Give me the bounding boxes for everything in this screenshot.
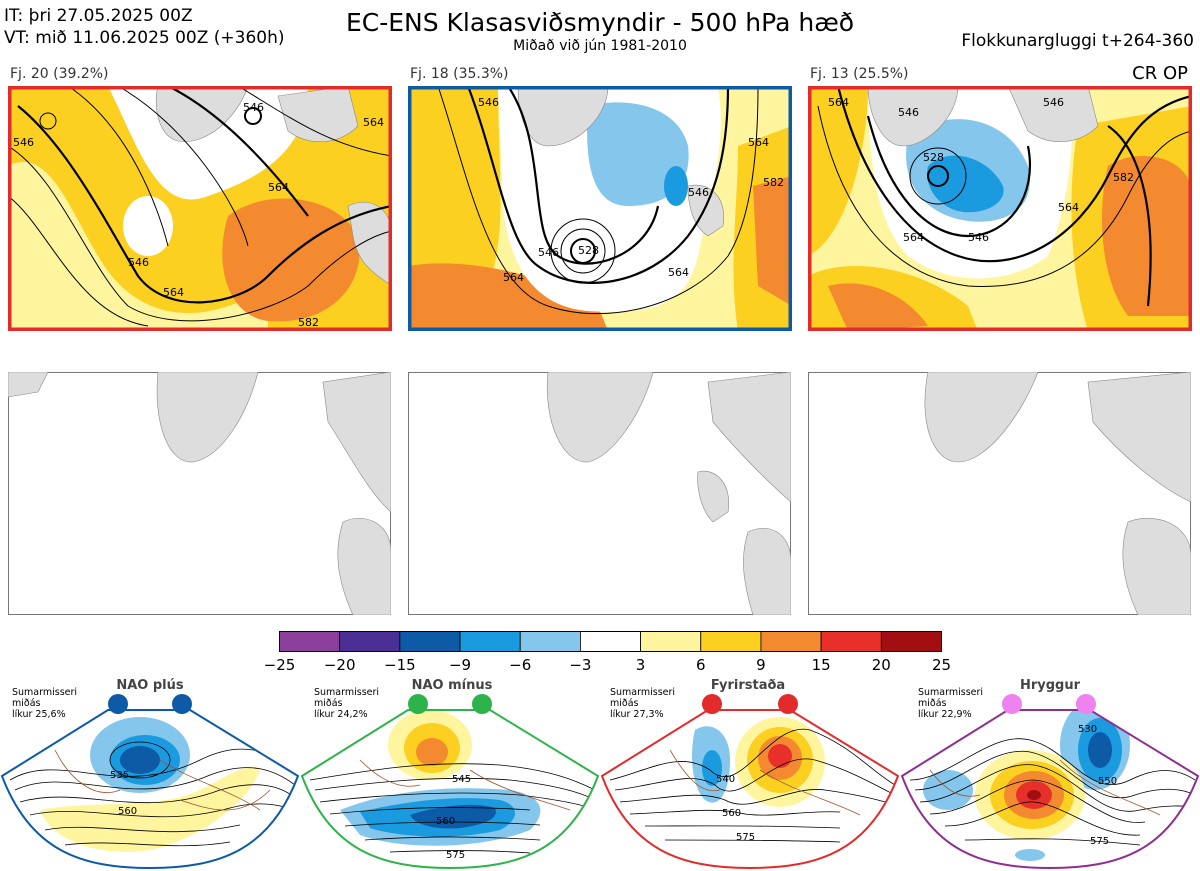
contour-label: 560: [118, 806, 137, 817]
colorbar-cell: [640, 631, 702, 652]
colorbar-cell: [339, 631, 401, 652]
contour-label: 564: [363, 116, 384, 129]
colorbar-tick-label: −25: [263, 656, 296, 674]
colorbar-cell: [700, 631, 762, 652]
colorbar-tick-label: −6: [509, 656, 532, 674]
regime-name-blocking: Fyrirstaða: [710, 678, 786, 693]
contour-label: 582: [298, 316, 319, 329]
contour-label: 545: [452, 774, 471, 785]
contour-label: 582: [1113, 171, 1134, 184]
colorbar-tick-label: −20: [323, 656, 356, 674]
contour-label: 564: [503, 271, 524, 284]
header-dates: IT: þri 27.05.2025 00Z VT: mið 11.06.202…: [4, 5, 285, 49]
colorbar-tick-label: 25: [931, 656, 952, 674]
contour-label: 550: [1098, 776, 1117, 787]
contour-label: 560: [722, 808, 741, 819]
colorbar-tick-label: 20: [871, 656, 891, 674]
regime-note-blocking: Sumarmisseri miðás líkur 27,3%: [610, 687, 676, 720]
contour-label: 546: [688, 186, 709, 199]
contour-label: 546: [128, 256, 149, 269]
contour-label: 540: [716, 774, 735, 785]
regime-name-nao-plus: NAO plús: [116, 678, 184, 693]
colorbar-tick-label: −3: [569, 656, 592, 674]
empty-map-2: [408, 372, 791, 615]
colorbar-tick-label: 9: [756, 656, 766, 674]
colorbar-tick-label: 15: [811, 656, 831, 674]
cluster-frame-3: [808, 86, 1192, 331]
page-title: EC-ENS Klasasviðsmyndir - 500 hPa hæð: [345, 8, 855, 37]
colorbar-tick-label: 6: [695, 656, 706, 674]
contour-label: 530: [1078, 724, 1097, 735]
regime-map-nao-plus: 535 560: [0, 694, 300, 870]
contour-label: 582: [763, 176, 784, 189]
contour-label: 546: [968, 231, 989, 244]
contour-label: 546: [538, 246, 559, 259]
init-time: IT: þri 27.05.2025 00Z: [4, 6, 193, 26]
colorbar-cell: [580, 631, 641, 652]
contour-label: 564: [828, 96, 849, 109]
colorbar-ticks: −25 −20 −15 −9 −6 −3 3 6 9 15 20 25: [264, 656, 951, 676]
colorbar-tick-label: 3: [635, 656, 646, 674]
cluster-map-3: 564 546 528 546 564 546 582 564: [808, 86, 1192, 331]
contour-label: 546: [243, 101, 264, 114]
empty-map-1: [8, 372, 391, 615]
regime-map-nao-minus: 545 560 575: [300, 694, 600, 870]
cluster-frame-2: [408, 86, 792, 331]
regime-note-nao-plus: Sumarmisseri miðás líkur 25,6%: [12, 687, 78, 720]
cr-op-label: CR OP: [1132, 63, 1188, 84]
contour-label: 546: [13, 136, 34, 149]
regime-name-nao-minus: NAO mínus: [411, 678, 493, 693]
valid-time: VT: mið 11.06.2025 00Z (+360h): [4, 28, 285, 48]
contour-label: 575: [446, 850, 465, 861]
colorbar-tick-label: −15: [384, 656, 416, 674]
regime-map-blocking: 540 560 575: [600, 694, 900, 870]
cluster-frame-1: [8, 86, 392, 331]
regime-name-ridge: Hryggur: [1019, 678, 1081, 693]
contour-label: 564: [903, 231, 924, 244]
contour-label: 575: [736, 832, 755, 843]
regime-note-nao-minus: Sumarmisseri miðás líkur 24,2%: [314, 687, 380, 720]
contour-label: 535: [110, 770, 129, 781]
contour-label: 528: [578, 244, 599, 257]
colorbar-cell: [279, 631, 341, 652]
contour-label: 564: [748, 136, 769, 149]
cluster-label-1: Fj. 20 (39.2%): [10, 66, 109, 82]
page-subtitle: Miðað við jún 1981-2010: [513, 38, 687, 54]
contour-label: 560: [436, 816, 455, 827]
cluster-label-3: Fj. 13 (25.5%): [810, 66, 909, 82]
contour-label: 564: [163, 286, 184, 299]
contour-label: 564: [668, 266, 689, 279]
contour-label: 564: [268, 181, 289, 194]
colorbar: [279, 631, 942, 652]
colorbar-cell: [399, 631, 461, 652]
cluster-map-1: 546 564 546 564 564 546 582: [8, 86, 392, 331]
contour-label: 546: [1043, 96, 1064, 109]
contour-label: 528: [923, 151, 944, 164]
empty-map-3: [808, 372, 1191, 615]
contour-label: 546: [898, 106, 919, 119]
colorbar-tick-label: −9: [448, 656, 472, 674]
colorbar-cell: [760, 631, 822, 652]
colorbar-cell: [880, 631, 942, 652]
cluster-label-2: Fj. 18 (35.3%): [410, 66, 509, 82]
colorbar-cell: [519, 631, 581, 652]
regime-map-ridge: 530 550 575: [900, 694, 1200, 870]
cluster-map-2: 546 564 546 528 564 546 582 564: [408, 86, 792, 331]
colorbar-cell: [459, 631, 521, 652]
colorbar-cell: [820, 631, 882, 652]
contour-label: 546: [478, 96, 499, 109]
regime-note-ridge: Sumarmisseri miðás líkur 22,9%: [918, 687, 984, 720]
classification-window: Flokkunargluggi t+264-360: [961, 31, 1194, 51]
contour-label: 575: [1090, 836, 1109, 847]
contour-label: 564: [1058, 201, 1079, 214]
